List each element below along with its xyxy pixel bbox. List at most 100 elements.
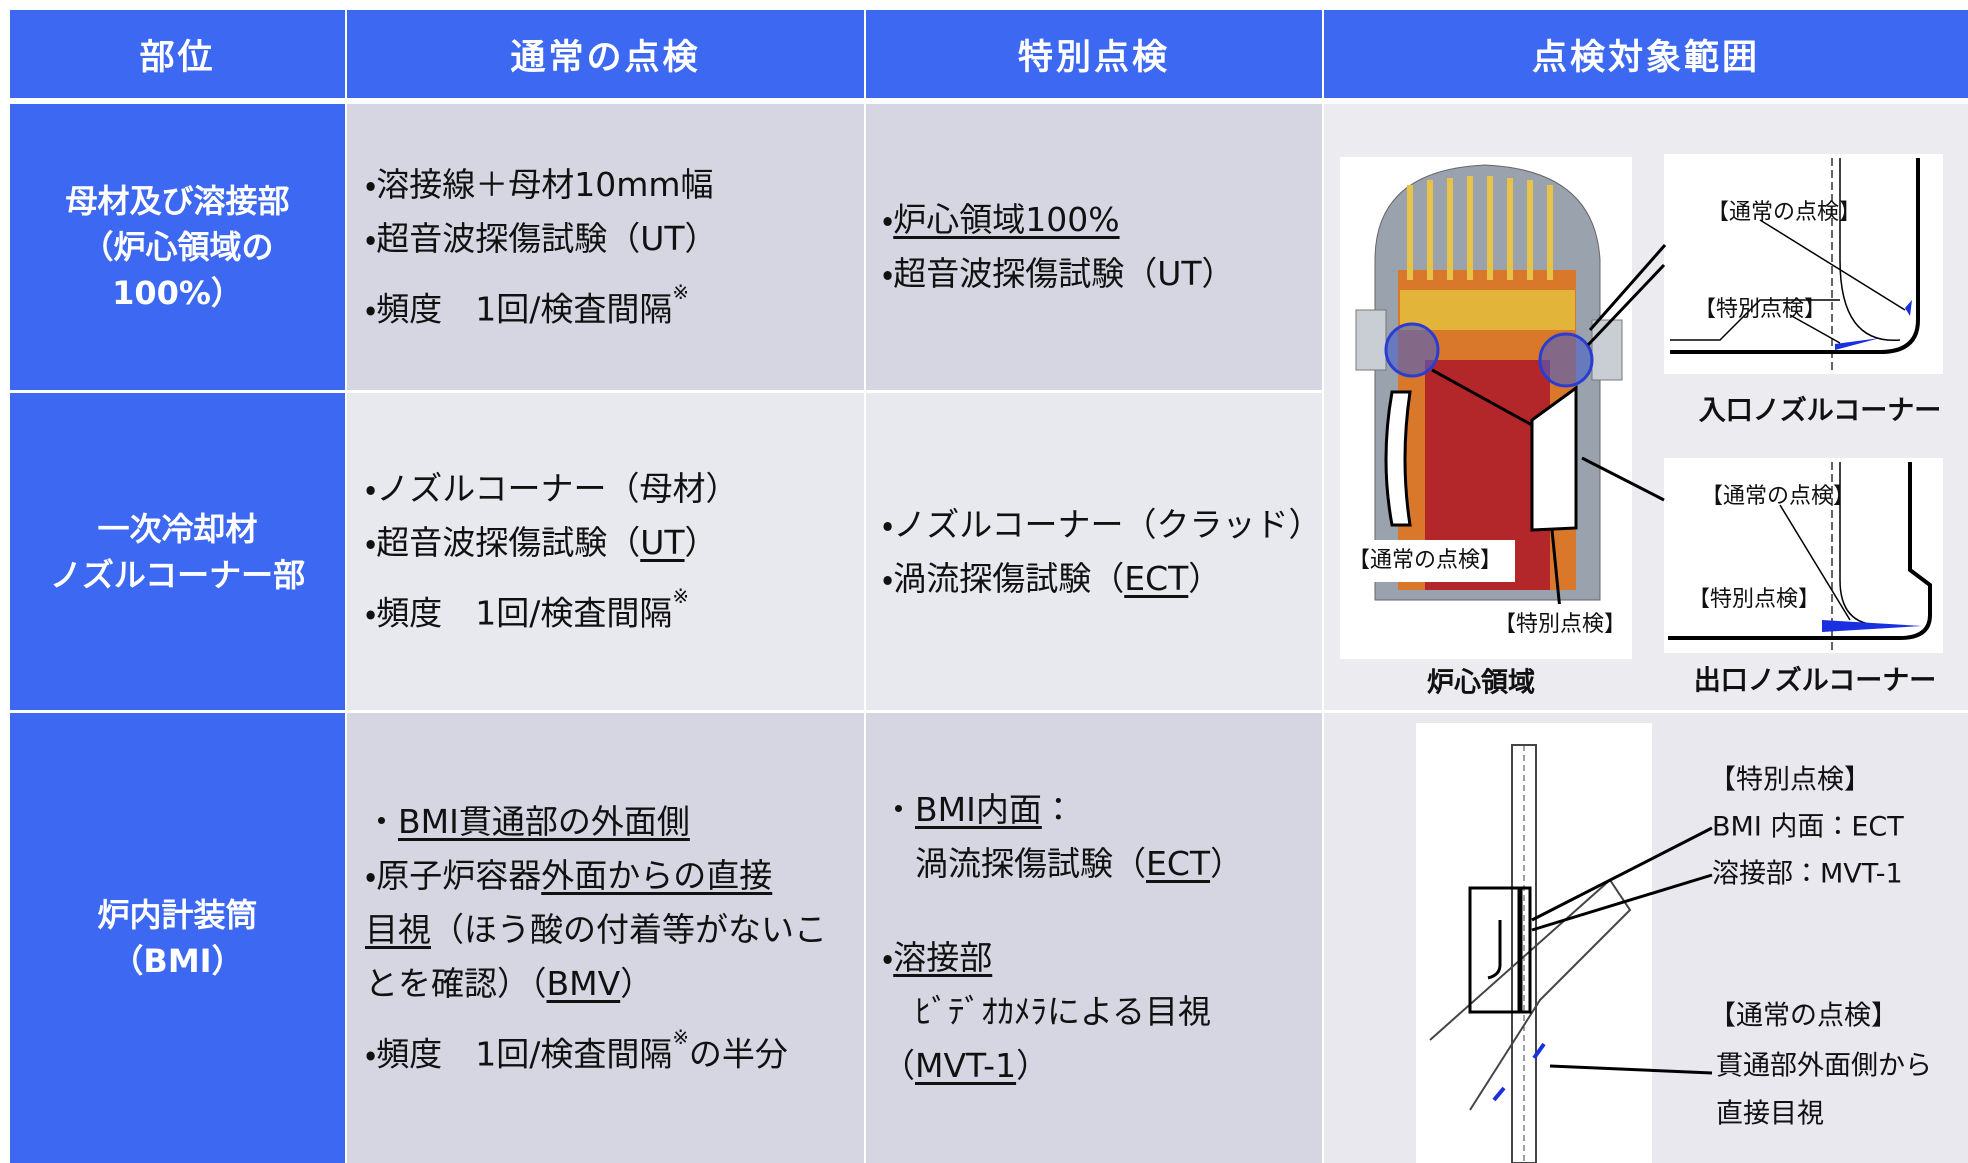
text-line: ・溶接線＋母材10mm幅: [365, 158, 864, 212]
text-segment: ）: [1210, 844, 1244, 883]
paragraph: ・炉心領域100% ・超音波探傷試験（UT）: [882, 193, 1322, 301]
part-line: （BMI）: [111, 942, 244, 980]
text-segment: （: [882, 1046, 915, 1085]
figure-label: 【通常の点検】: [1701, 484, 1855, 509]
text-line: ・炉心領域100%: [882, 193, 1322, 247]
text-segment: ・: [882, 790, 915, 829]
text-line: （MVT-1）: [882, 1039, 1322, 1093]
figure-label: 溶接部：MVT-1: [1712, 859, 1903, 890]
text-segment: ﾋﾞﾃﾞｵｶﾒﾗによる目視: [882, 992, 1212, 1031]
text-segment: 外面からの直接: [541, 855, 773, 895]
figure-label: 貫通部外面側から: [1716, 1051, 1932, 1082]
figure-label: 直接目視: [1716, 1099, 1824, 1130]
text-segment: とを確認）（: [365, 963, 547, 1003]
text-segment: ）: [684, 523, 718, 563]
text-segment: ・ノズルコーナー（クラッド）: [882, 504, 1322, 544]
part-line: 母材及び溶接部: [65, 182, 290, 220]
text-segment: 渦流探傷試験（: [882, 844, 1146, 883]
figure-label: 【通常の点検】: [1707, 200, 1861, 225]
text-segment: BMI貫通部の外面側: [398, 801, 690, 841]
header-cell: 通常の点検: [347, 10, 864, 98]
special-cell: ・ノズルコーナー（クラッド） ・渦流探傷試験（ECT）: [866, 393, 1322, 710]
text-segment: ・ノズルコーナー（母材）: [365, 469, 739, 509]
figure-label: 【特別点検】: [1709, 765, 1871, 796]
text-segment: 目視: [365, 909, 431, 949]
text-line: ・原子炉容器外面からの直接: [365, 849, 864, 903]
text-segment: ・: [882, 200, 894, 239]
text-segment: ・頻度 1回/検査間隔: [365, 593, 673, 633]
part-line: 一次冷却材: [97, 509, 258, 548]
text-segment: ・頻度 1回/検査間隔: [365, 289, 673, 329]
part-cell: 一次冷却材ノズルコーナー部: [10, 393, 345, 710]
special-cell: ・BMI内面： 渦流探傷試験（ECT） ・溶接部 ﾋﾞﾃﾞｵｶﾒﾗによる目視 （MV…: [866, 713, 1322, 1163]
text-segment: （ほう酸の付着等がないこ: [431, 909, 827, 949]
special-cell: ・炉心領域100% ・超音波探傷試験（UT）: [866, 104, 1322, 390]
core-figure: 【通常の点検】 【特別点検】 炉心領域: [1340, 157, 1632, 699]
text-segment: ）: [1016, 1046, 1050, 1085]
text-segment: ）: [620, 963, 654, 1003]
text-line: ・頻度 1回/検査間隔※の半分: [365, 1011, 864, 1082]
part-cell: 炉内計装筒 （BMI）: [10, 713, 345, 1163]
text-line: とを確認）（BMV）: [365, 957, 864, 1011]
text-line: ・ノズルコーナー（母材）: [365, 462, 864, 516]
part-line: ノズルコーナー部: [49, 555, 306, 594]
text-segment: ECT: [1146, 844, 1211, 883]
figure-label: 【通常の点検】: [1709, 1001, 1898, 1032]
text-segment: ・渦流探傷試験（: [882, 558, 1125, 598]
text-segment: BMV: [546, 963, 621, 1003]
header-cell: 部位: [10, 10, 345, 98]
text-line: 目視（ほう酸の付着等がないこ: [365, 903, 864, 957]
paragraph: ・BMI貫通部の外面側 ・原子炉容器外面からの直接 目視（ほう酸の付着等がないこ とを…: [365, 795, 864, 1082]
text-line: ・BMI内面：: [882, 783, 1322, 837]
text-segment: の半分: [688, 1034, 788, 1074]
header-cell: 特別点検: [866, 10, 1322, 98]
text-segment: ・: [882, 938, 894, 977]
figure-label: 【特別点検】: [1688, 587, 1820, 612]
text-segment: ※: [672, 585, 689, 609]
text-segment: ）: [1188, 558, 1222, 598]
text-line: ・溶接部: [882, 931, 1322, 985]
figure-label: 【特別点検】: [1494, 612, 1626, 637]
paragraph: ・溶接線＋母材10mm幅 ・超音波探傷試験（UT） ・頻度 1回/検査間隔※: [365, 158, 864, 337]
text-segment: ・頻度 1回/検査間隔: [365, 1034, 673, 1074]
text-line: 渦流探傷試験（ECT）: [882, 837, 1322, 891]
paragraph: ・ノズルコーナー（クラッド） ・渦流探傷試験（ECT）: [882, 498, 1322, 606]
outlet-figure: 【通常の点検】 【特別点検】 出口ノズルコーナー: [1581, 456, 1943, 697]
text-line: ・頻度 1回/検査間隔※: [365, 570, 864, 641]
text-line: ﾋﾞﾃﾞｵｶﾒﾗによる目視: [882, 985, 1322, 1039]
figure-caption: 出口ノズルコーナー: [1694, 665, 1936, 697]
normal-cell: ・BMI貫通部の外面側 ・原子炉容器外面からの直接 目視（ほう酸の付着等がないこ とを…: [347, 713, 864, 1163]
part-line: 100%）: [112, 274, 243, 312]
text-line: ・渦流探傷試験（ECT）: [882, 552, 1322, 606]
text-segment: ECT: [1124, 558, 1189, 598]
text-segment: ※: [672, 280, 689, 304]
text-line: ・超音波探傷試験（UT）: [365, 212, 864, 266]
figure-caption: 入口ノズルコーナー: [1699, 395, 1941, 427]
figure-label: 【特別点検】: [1694, 297, 1826, 322]
text-segment: 炉心領域100%: [893, 200, 1120, 239]
text-segment: ・原子炉容器: [365, 855, 542, 895]
normal-cell: ・溶接線＋母材10mm幅 ・超音波探傷試験（UT） ・頻度 1回/検査間隔※: [347, 104, 864, 390]
text-segment: MVT-1: [915, 1046, 1017, 1085]
figure-label: BMI 内面：ECT: [1712, 812, 1904, 843]
text-segment: ※: [672, 1025, 689, 1049]
part-line: （炉心領域の: [81, 228, 274, 266]
text-segment: ・超音波探傷試験（UT）: [365, 218, 718, 258]
inlet-figure: 【通常の点検】 【特別点検】 入口ノズルコーナー: [1586, 154, 1943, 427]
bmi-figure: 【特別点検】 BMI 内面：ECT 溶接部：MVT-1 【通常の点検】 貫通部外…: [1416, 723, 1932, 1163]
text-segment: ・超音波探傷試験（UT）: [882, 254, 1235, 293]
figure-caption: 炉心領域: [1427, 668, 1535, 699]
header-cell: 点検対象範囲: [1324, 10, 1968, 98]
text-line: ・ノズルコーナー（クラッド）: [882, 498, 1322, 552]
text-segment: ・: [365, 801, 398, 841]
paragraph: ・溶接部 ﾋﾞﾃﾞｵｶﾒﾗによる目視 （MVT-1）: [882, 931, 1322, 1093]
text-segment: 溶接部: [893, 938, 993, 977]
text-segment: ・溶接線＋母材10mm幅: [365, 164, 714, 204]
paragraph: ・BMI内面： 渦流探傷試験（ECT）: [882, 783, 1322, 891]
text-segment: UT: [640, 523, 685, 563]
text-segment: ・超音波探傷試験（: [365, 523, 641, 563]
text-line: ・BMI貫通部の外面側: [365, 795, 864, 849]
normal-cell: ・ノズルコーナー（母材） ・超音波探傷試験（UT） ・頻度 1回/検査間隔※: [347, 393, 864, 710]
